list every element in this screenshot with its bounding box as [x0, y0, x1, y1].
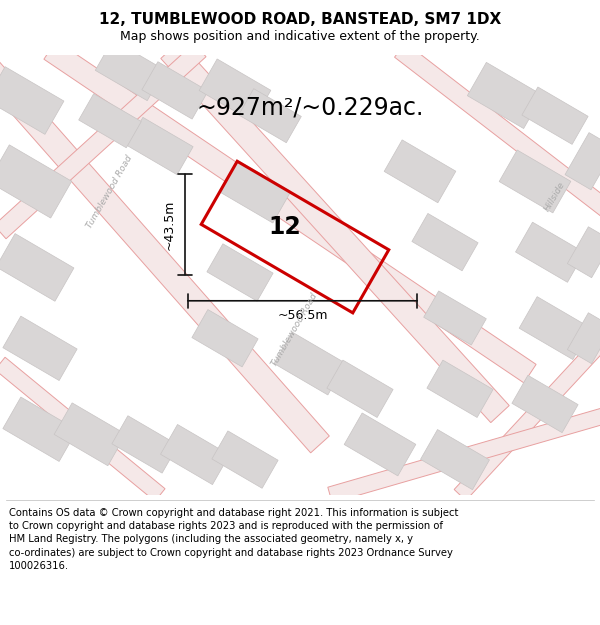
Polygon shape: [161, 41, 509, 423]
Polygon shape: [512, 375, 578, 432]
Polygon shape: [467, 62, 542, 129]
Polygon shape: [522, 87, 588, 144]
Text: 12, TUMBLEWOOD ROAD, BANSTEAD, SM7 1DX: 12, TUMBLEWOOD ROAD, BANSTEAD, SM7 1DX: [99, 12, 501, 27]
Polygon shape: [239, 89, 301, 142]
Polygon shape: [327, 360, 393, 418]
Text: ~927m²/~0.229ac.: ~927m²/~0.229ac.: [196, 96, 424, 119]
Polygon shape: [565, 132, 600, 190]
Polygon shape: [421, 429, 490, 489]
Polygon shape: [427, 360, 493, 418]
Text: Hillside: Hillside: [543, 180, 567, 213]
Polygon shape: [384, 140, 456, 202]
Polygon shape: [207, 244, 273, 301]
Polygon shape: [3, 316, 77, 381]
Polygon shape: [199, 59, 271, 122]
Polygon shape: [499, 150, 571, 213]
Polygon shape: [0, 67, 64, 134]
Polygon shape: [519, 297, 591, 359]
Text: Contains OS data © Crown copyright and database right 2021. This information is : Contains OS data © Crown copyright and d…: [9, 508, 458, 571]
Polygon shape: [0, 357, 165, 501]
Text: Tumblewood Road: Tumblewood Road: [271, 292, 320, 368]
Polygon shape: [3, 397, 77, 461]
Text: ~43.5m: ~43.5m: [163, 199, 176, 249]
Polygon shape: [0, 145, 71, 218]
Polygon shape: [412, 214, 478, 271]
Polygon shape: [0, 62, 329, 453]
Polygon shape: [44, 41, 536, 383]
Polygon shape: [568, 312, 600, 364]
Polygon shape: [127, 118, 193, 175]
Text: ~56.5m: ~56.5m: [277, 309, 328, 322]
Text: Tumblewood Road: Tumblewood Road: [85, 153, 134, 230]
Polygon shape: [79, 94, 142, 148]
Polygon shape: [454, 328, 600, 501]
Polygon shape: [568, 227, 600, 278]
Polygon shape: [142, 62, 208, 119]
Polygon shape: [54, 403, 126, 466]
Text: 12: 12: [269, 215, 301, 239]
Polygon shape: [274, 332, 346, 395]
Polygon shape: [0, 234, 74, 301]
Polygon shape: [395, 42, 600, 219]
Polygon shape: [212, 431, 278, 488]
Text: Map shows position and indicative extent of the property.: Map shows position and indicative extent…: [120, 30, 480, 43]
Polygon shape: [328, 406, 600, 502]
Polygon shape: [95, 39, 165, 101]
Polygon shape: [0, 43, 206, 239]
Polygon shape: [424, 291, 487, 345]
Polygon shape: [344, 413, 416, 476]
Polygon shape: [192, 309, 258, 367]
Polygon shape: [219, 160, 291, 223]
Polygon shape: [161, 424, 229, 484]
Polygon shape: [515, 222, 584, 282]
Polygon shape: [112, 416, 178, 473]
